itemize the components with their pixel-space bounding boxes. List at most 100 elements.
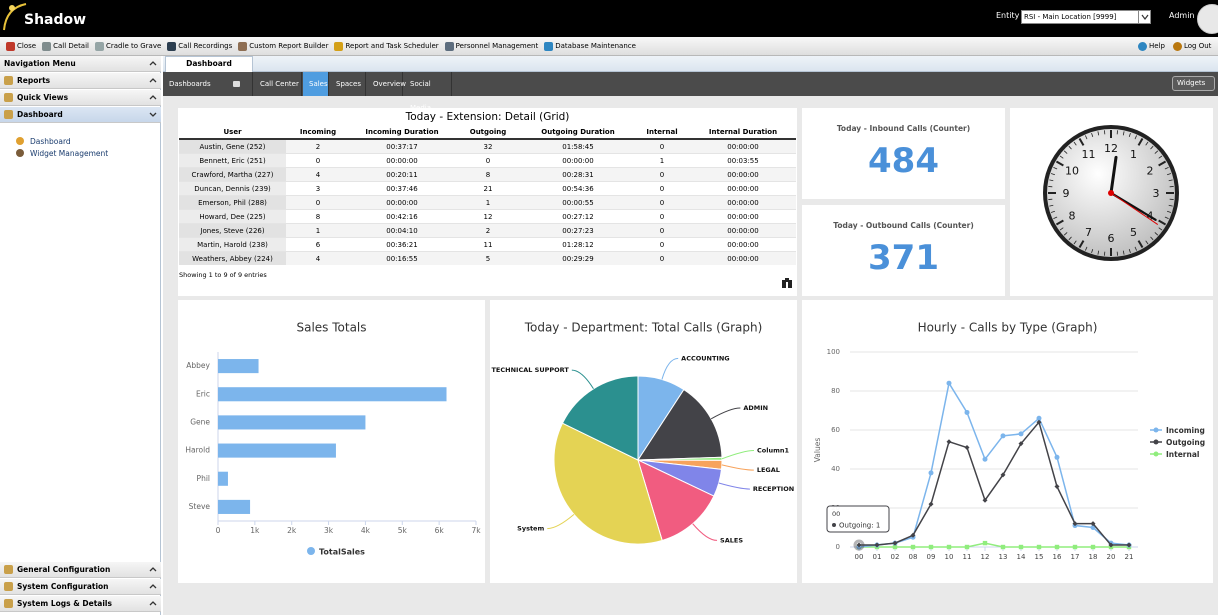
toolbar-item[interactable]: Report and Task Scheduler xyxy=(334,40,439,52)
toolbar-items: Close Call Detail Cradle to Grave Call Reco… xyxy=(6,40,636,52)
column-header[interactable]: Incoming xyxy=(286,126,350,140)
clock-tick xyxy=(1158,219,1167,226)
toolbar-label: Report and Task Scheduler xyxy=(345,42,439,50)
toolbar-item[interactable]: Close xyxy=(6,40,36,52)
x-tick-label: 3k xyxy=(324,526,334,535)
table-cell: 11 xyxy=(454,237,522,252)
toolbar-item[interactable]: Cradle to Grave xyxy=(95,40,161,52)
nav-section[interactable]: General Configuration xyxy=(0,562,161,578)
column-header[interactable]: Internal xyxy=(634,126,690,140)
widgets-button[interactable]: Widgets xyxy=(1172,76,1215,91)
slice-label: ACCOUNTING xyxy=(681,354,729,362)
toolbar-item[interactable]: Log Out xyxy=(1172,40,1211,52)
table-cell: 00:28:31 xyxy=(522,167,634,182)
nav-section[interactable]: System Configuration xyxy=(0,579,161,595)
table-cell: 0 xyxy=(634,167,690,182)
tooltip-marker xyxy=(832,523,836,527)
tab[interactable]: Sales xyxy=(303,72,329,96)
table-cell: 3 xyxy=(286,181,350,196)
x-tick-label: 01 xyxy=(873,553,882,561)
tab[interactable]: Call Center xyxy=(254,72,302,96)
point xyxy=(982,540,988,546)
table-cell: 1 xyxy=(454,195,522,210)
nav-icon xyxy=(4,599,13,608)
clock-tick xyxy=(1063,232,1068,236)
clock-tick xyxy=(1164,216,1169,219)
binoculars-icon[interactable] xyxy=(781,277,793,289)
nav-item[interactable]: Dashboard xyxy=(30,137,71,146)
point xyxy=(1018,544,1024,550)
table-cell: 00:00:55 xyxy=(522,195,634,210)
table-cell: 21 xyxy=(454,181,522,196)
table-cell: 00:00:00 xyxy=(690,181,796,196)
y-tick-label: Eric xyxy=(196,389,210,398)
toolbar-item[interactable]: Help xyxy=(1138,40,1165,52)
clock-center xyxy=(1108,190,1114,196)
clock-tick xyxy=(1145,240,1149,245)
page-tab-strip xyxy=(163,56,1218,72)
nav-section[interactable]: Quick Views xyxy=(0,90,161,106)
pie-slice xyxy=(637,459,715,542)
toolbar-label: Database Maintenance xyxy=(555,42,636,50)
point xyxy=(910,544,916,550)
toolbar-item[interactable]: Personnel Management xyxy=(444,40,538,52)
tab[interactable]: Dashboards xyxy=(163,72,253,96)
table-cell: 12 xyxy=(454,209,522,224)
clock-tick xyxy=(1168,179,1173,182)
column-header[interactable]: Internal Duration xyxy=(690,126,796,140)
point xyxy=(910,532,916,538)
clock-numeral: 12 xyxy=(1104,142,1118,155)
x-tick-label: 20 xyxy=(1107,553,1116,561)
toolbar-icon xyxy=(1138,41,1147,51)
user-name[interactable]: Admin xyxy=(1169,11,1195,20)
column-header[interactable]: Incoming Duration xyxy=(350,126,454,140)
tab[interactable]: Spaces xyxy=(330,72,366,96)
nav-chevron xyxy=(149,601,157,606)
nav-item[interactable]: Widget Management xyxy=(30,149,109,158)
slice-label: LEGAL xyxy=(757,466,780,474)
toolbar-item[interactable]: Call Detail xyxy=(42,40,89,52)
toolbar-label: Close xyxy=(17,42,37,50)
toolbar-icon xyxy=(167,41,177,51)
table-cell: 00:36:21 xyxy=(350,237,454,252)
table-cell: 0 xyxy=(634,181,690,196)
toolbar: Close Call Detail Cradle to Grave Call Reco… xyxy=(0,37,1218,56)
point xyxy=(1000,472,1006,478)
point xyxy=(1072,521,1078,527)
entity-select[interactable]: RSI - Main Location [9999] xyxy=(1021,10,1151,24)
table-cell: 0 xyxy=(454,153,522,168)
nav-icon xyxy=(4,565,13,574)
nav-section[interactable]: Navigation Menu xyxy=(0,56,161,72)
table-cell: 00:00:00 xyxy=(522,153,634,168)
x-tick-label: 14 xyxy=(1017,553,1026,561)
nav-section[interactable]: Reports xyxy=(0,73,161,89)
page-tab[interactable]: Dashboard xyxy=(165,56,253,72)
nav-label: Reports xyxy=(17,76,51,85)
table-body: Austin, Gene (252) 2 00:37:17 32 01:58:45 0 00… xyxy=(179,138,796,265)
table-cell: 00:54:36 xyxy=(522,181,634,196)
table-cell: 00:03:55 xyxy=(690,153,796,168)
clock-tick xyxy=(1068,236,1072,241)
header-row: User Incoming Incoming Duration Outgoing Out… xyxy=(179,126,796,140)
tab[interactable]: Social Media xyxy=(404,72,452,112)
point xyxy=(946,544,952,550)
toolbar-icon xyxy=(6,41,15,51)
toolbar-item[interactable]: Custom Report Builder xyxy=(238,40,328,52)
tab[interactable]: Overview xyxy=(367,72,406,96)
counter-title: Today - Outbound Calls (Counter) xyxy=(833,221,974,230)
pie-slice xyxy=(561,375,639,461)
leader-line xyxy=(721,450,754,460)
table-row: Howard, Dee (225) 8 00:42:16 12 00:27:12 0 00:… xyxy=(179,209,796,224)
toolbar-item[interactable]: Database Maintenance xyxy=(544,40,636,52)
column-header[interactable]: User xyxy=(179,126,286,140)
binocular-bridge xyxy=(785,278,789,282)
clock-tick xyxy=(1166,173,1172,176)
column-header[interactable]: Outgoing Duration xyxy=(522,126,634,140)
tab-icon xyxy=(233,81,240,87)
column-header[interactable]: Outgoing xyxy=(454,126,522,140)
nav-section[interactable]: System Logs & Details xyxy=(0,596,161,612)
nav-label: System Configuration xyxy=(17,582,109,591)
x-tick-label: 00 xyxy=(855,553,864,561)
nav-section[interactable]: Dashboard xyxy=(0,107,161,123)
toolbar-item[interactable]: Call Recordings xyxy=(167,40,232,52)
